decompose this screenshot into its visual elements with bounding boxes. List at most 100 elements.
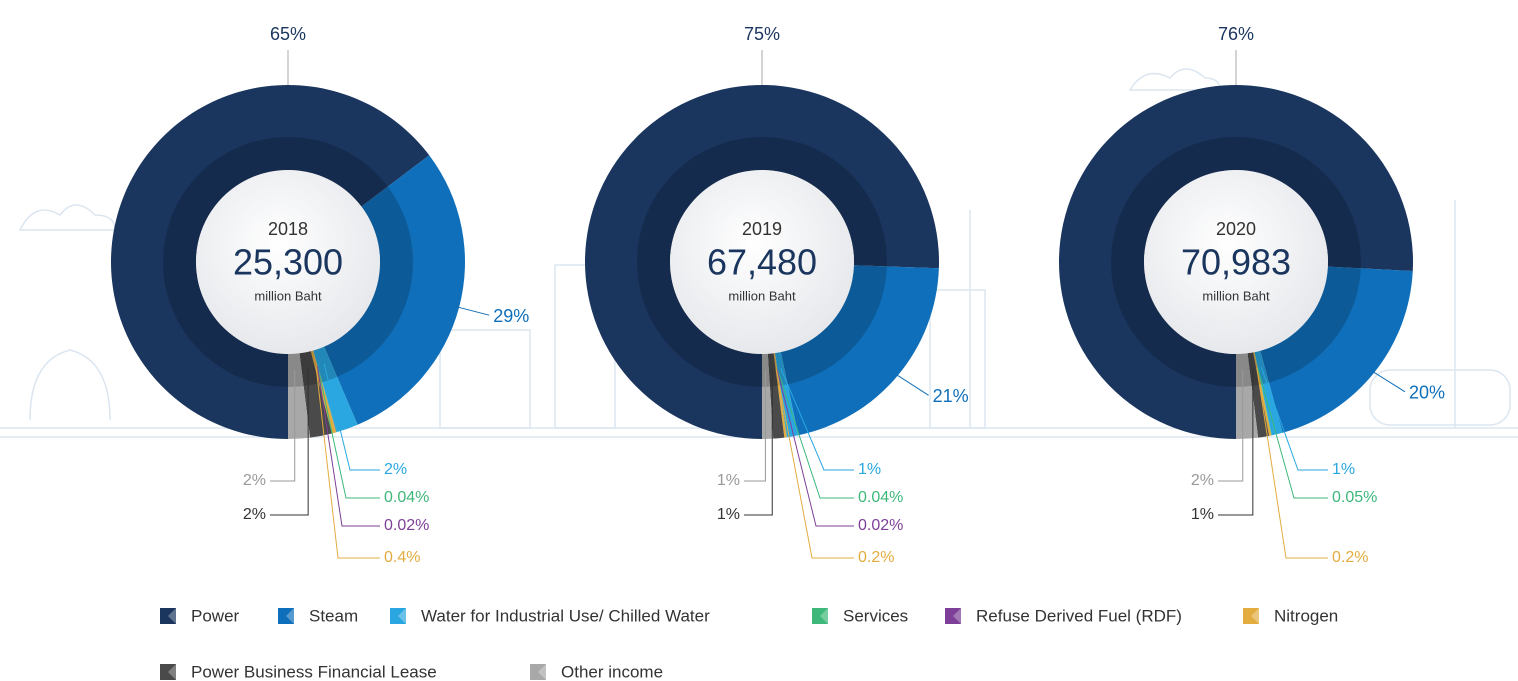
slice (780, 265, 939, 436)
donuts: 2018 25,300 million Baht 65% 29% 2% 0.04% 0.02%… (110, 24, 1445, 566)
total: 70,983 (1181, 242, 1291, 283)
value-label: 1% (717, 506, 740, 523)
leader-line (1257, 367, 1328, 499)
value-label: 0.02% (858, 517, 903, 534)
slice (762, 353, 774, 439)
value-label: 1% (858, 461, 881, 478)
value-label: 0.05% (1332, 489, 1377, 506)
value-label: 2% (243, 506, 266, 523)
legend-item: Steam (278, 606, 358, 625)
slice (313, 346, 358, 433)
value-label: 75% (744, 24, 780, 44)
legend-swatch (530, 664, 546, 680)
value-label: 0.2% (1332, 549, 1368, 566)
leader-line (1369, 369, 1406, 393)
inner-shadow (1111, 137, 1361, 387)
slice (585, 85, 940, 439)
value-label: 76% (1218, 24, 1254, 44)
legend-item: Power (160, 606, 240, 625)
legend-label: Refuse Derived Fuel (RDF) (976, 606, 1182, 625)
legend-label: Nitrogen (1274, 606, 1338, 625)
legend-label: Services (843, 606, 908, 625)
value-label: 2% (243, 472, 266, 489)
leader-line (1260, 366, 1328, 471)
leader-line (893, 372, 929, 396)
value-label: 2% (1191, 472, 1214, 489)
leader-line (315, 366, 380, 559)
value-label: 1% (1191, 506, 1214, 523)
donut: 2019 67,480 million Baht 75% 21% 1% 0.04% 0.02%… (585, 24, 969, 566)
legend-item: Services (812, 606, 908, 625)
leader-line (744, 369, 773, 516)
legend-swatch-shade (538, 664, 546, 680)
leader-line (776, 368, 854, 499)
donut: 2018 25,300 million Baht 65% 29% 2% 0.04% 0.02%… (110, 24, 529, 566)
leader-line (780, 368, 854, 471)
legend-item: Power Business Financial Lease (160, 662, 437, 681)
slice (288, 353, 311, 439)
legend-swatch (278, 608, 294, 624)
legend-label: Other income (561, 662, 663, 681)
legend-swatch-shade (1251, 608, 1259, 624)
leader-line (1218, 369, 1244, 482)
unit: million Baht (254, 288, 322, 303)
center-disc (196, 170, 380, 354)
leader-line (776, 368, 854, 527)
value-label: 0.04% (858, 489, 903, 506)
value-label: 0.4% (384, 549, 420, 566)
legend-swatch (812, 608, 828, 624)
legend: Power Steam Water for Industrial Use/ Chil… (160, 606, 1338, 681)
slice (1254, 350, 1283, 436)
unit: million Baht (1202, 288, 1270, 303)
legend-swatch (390, 608, 406, 624)
total: 25,300 (233, 242, 343, 283)
value-label: 0.04% (384, 489, 429, 506)
center-disc (670, 170, 854, 354)
slice (324, 155, 465, 425)
legend-swatch-shade (168, 608, 176, 624)
value-label: 1% (1332, 461, 1355, 478)
legend-item: Nitrogen (1243, 606, 1338, 625)
year: 2019 (742, 219, 782, 239)
legend-label: Water for Industrial Use/ Chilled Water (421, 606, 710, 625)
unit: million Baht (728, 288, 796, 303)
leader-line (775, 368, 854, 559)
legend-label: Steam (309, 606, 358, 625)
value-label: 0.02% (384, 517, 429, 534)
legend-swatch-shade (398, 608, 406, 624)
year: 2018 (268, 219, 308, 239)
leader-line (270, 368, 309, 516)
legend-item: Water for Industrial Use/ Chilled Water (390, 606, 710, 625)
slice (110, 84, 430, 439)
leader-line (454, 305, 490, 316)
leader-line (316, 365, 380, 527)
leader-line (317, 365, 380, 499)
legend-label: Power (191, 606, 240, 625)
value-label: 21% (933, 386, 969, 406)
legend-item: Refuse Derived Fuel (RDF) (945, 606, 1182, 625)
value-label: 1% (717, 472, 740, 489)
legend-swatch-shade (168, 664, 176, 680)
slice (1059, 85, 1413, 439)
inner-shadow (163, 137, 413, 387)
leader-line (323, 363, 380, 471)
legend-label: Power Business Financial Lease (191, 662, 437, 681)
leader-line (1256, 367, 1328, 559)
legend-swatch (160, 608, 176, 624)
year: 2020 (1216, 219, 1256, 239)
donut: 2020 70,983 million Baht 76% 20% 1% 0.05% 0.2% 1… (1059, 24, 1445, 566)
legend-swatch-shade (286, 608, 294, 624)
total: 67,480 (707, 242, 817, 283)
leader-line (744, 369, 766, 482)
value-label: 20% (1409, 383, 1445, 403)
leader-line (270, 369, 296, 482)
slice (299, 351, 332, 438)
legend-item: Other income (530, 662, 663, 681)
legend-swatch (160, 664, 176, 680)
value-label: 0.2% (858, 549, 894, 566)
center-disc (1144, 170, 1328, 354)
value-label: 29% (493, 306, 529, 326)
value-label: 2% (384, 461, 407, 478)
legend-swatch-shade (820, 608, 828, 624)
